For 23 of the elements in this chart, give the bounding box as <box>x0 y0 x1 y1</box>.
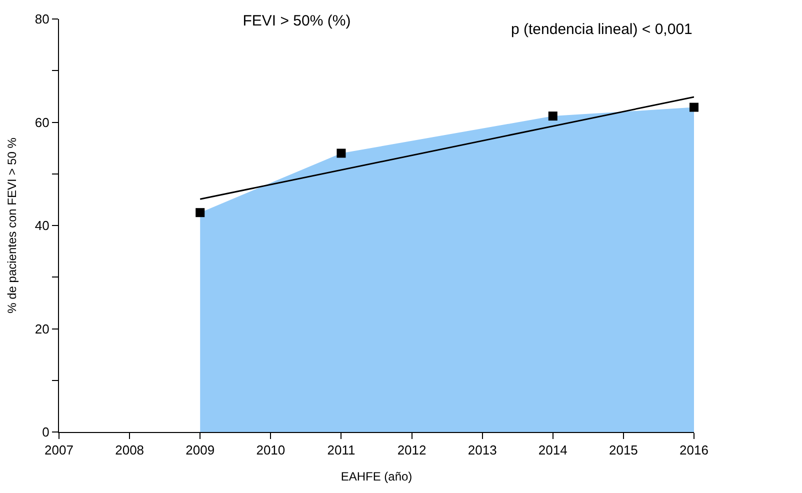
x-tick-label: 2013 <box>468 442 497 458</box>
y-tick-label: 80 <box>34 12 50 27</box>
y-tick-label: 20 <box>34 321 50 336</box>
point <box>196 208 205 218</box>
y-tick-label: 40 <box>34 218 50 234</box>
x-tick-label: 2007 <box>44 442 74 458</box>
x-tick-label: 2008 <box>115 442 144 458</box>
x-tick-label: 2010 <box>256 442 286 458</box>
chart-title: FEVI > 50% (%) <box>242 12 351 30</box>
point <box>690 102 698 112</box>
x-tick-label: 2011 <box>327 442 356 458</box>
x-tick-label: 2009 <box>186 442 215 458</box>
x-tick-label: 2014 <box>538 442 568 458</box>
y-axis-title: % de pacientes con FEVI > 50 % <box>5 137 20 314</box>
x-axis-title: EAHFE (año) <box>340 470 412 484</box>
y-tick-label: 0 <box>42 424 50 440</box>
x-tick-label: 2015 <box>608 442 638 458</box>
point <box>548 112 558 121</box>
point <box>336 148 346 158</box>
annotation: p (tendencia lineal) < 0,001 <box>511 21 692 38</box>
y-tick-label: 60 <box>34 114 50 130</box>
x-tick-label: 2012 <box>397 442 426 458</box>
x-tick-label: 2016 <box>680 442 708 458</box>
